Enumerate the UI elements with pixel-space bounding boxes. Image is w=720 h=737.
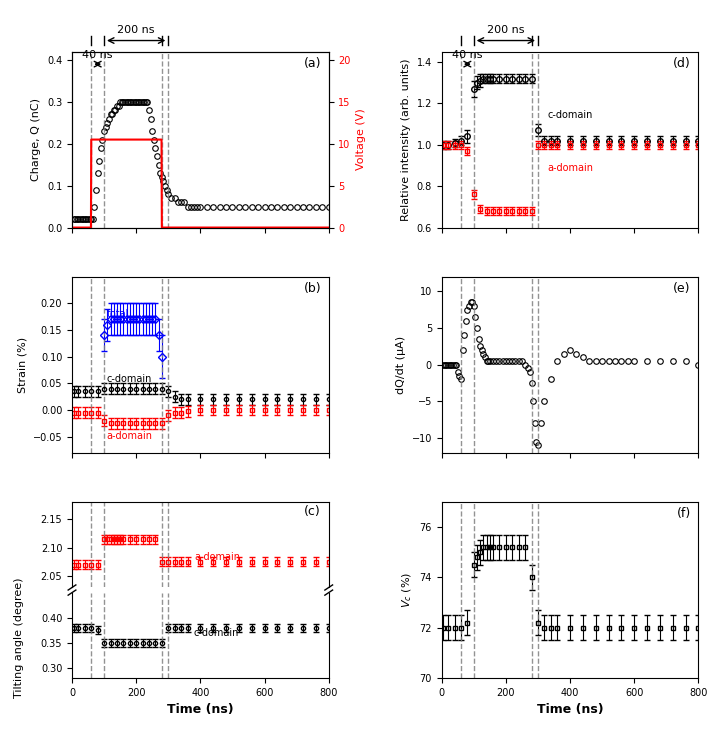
Text: 40 ns: 40 ns [82,50,113,60]
Text: (a): (a) [304,57,321,70]
Y-axis label: dQ/dt (μA): dQ/dt (μA) [396,336,406,394]
Text: Tilting angle (degree): Tilting angle (degree) [14,577,24,698]
Text: (c): (c) [305,505,321,517]
Text: c-domain: c-domain [107,374,152,385]
Y-axis label: $V_c$ (%): $V_c$ (%) [400,572,414,608]
Text: 200 ns: 200 ns [117,25,155,35]
Y-axis label: Strain (%): Strain (%) [17,337,27,393]
Text: a-domain: a-domain [107,431,153,441]
Y-axis label: Charge, Q (nC): Charge, Q (nC) [32,98,41,181]
Y-axis label: Relative intensity (arb. units): Relative intensity (arb. units) [401,58,411,221]
Text: (f): (f) [677,507,690,520]
Text: a-domain: a-domain [194,552,240,562]
Text: 40 ns: 40 ns [452,50,482,60]
Text: (d): (d) [673,57,690,70]
Y-axis label: Voltage (V): Voltage (V) [356,108,366,170]
Text: (b): (b) [303,282,321,295]
Text: c-domain: c-domain [194,629,239,638]
Text: c-domain: c-domain [548,110,593,120]
Text: a-domain: a-domain [548,163,593,172]
X-axis label: Time (ns): Time (ns) [536,703,603,716]
Text: 200 ns: 200 ns [487,25,525,35]
X-axis label: Time (ns): Time (ns) [167,703,234,716]
Text: total: total [107,309,129,319]
Text: (e): (e) [673,282,690,295]
